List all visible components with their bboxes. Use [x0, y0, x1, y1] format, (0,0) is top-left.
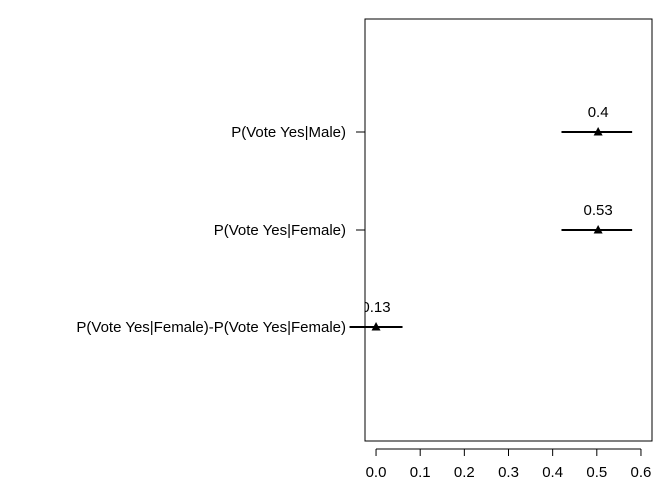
x-tick-label: 0.4: [542, 464, 563, 480]
y-tick-label: P(Vote Yes|Female): [214, 222, 346, 239]
estimate-marker: [371, 322, 381, 331]
x-tick-label: 0.2: [454, 464, 475, 480]
y-tick-label: P(Vote Yes|Female)-P(Vote Yes|Female): [76, 319, 346, 336]
data-label: 0.13: [361, 299, 390, 316]
x-tick-label: 0.0: [366, 464, 387, 480]
x-tick-label: 0.3: [498, 464, 519, 480]
x-tick-label: 0.5: [586, 464, 607, 480]
x-tick-label: 0.6: [631, 464, 652, 480]
estimate-marker: [593, 127, 603, 136]
estimate-marker: [593, 225, 603, 234]
clip-mask: [325, 293, 365, 315]
data-label: 0.4: [588, 104, 609, 121]
plot-layer: 0.0 0.1 0.2 0.3 0.4 0.5 0.6 P(Vote Yes|Male) 0.4…: [76, 18, 653, 480]
y-tick-label: P(Vote Yes|Male): [231, 124, 346, 141]
x-tick-label: 0.1: [410, 464, 431, 480]
data-label: 0.53: [584, 202, 613, 219]
